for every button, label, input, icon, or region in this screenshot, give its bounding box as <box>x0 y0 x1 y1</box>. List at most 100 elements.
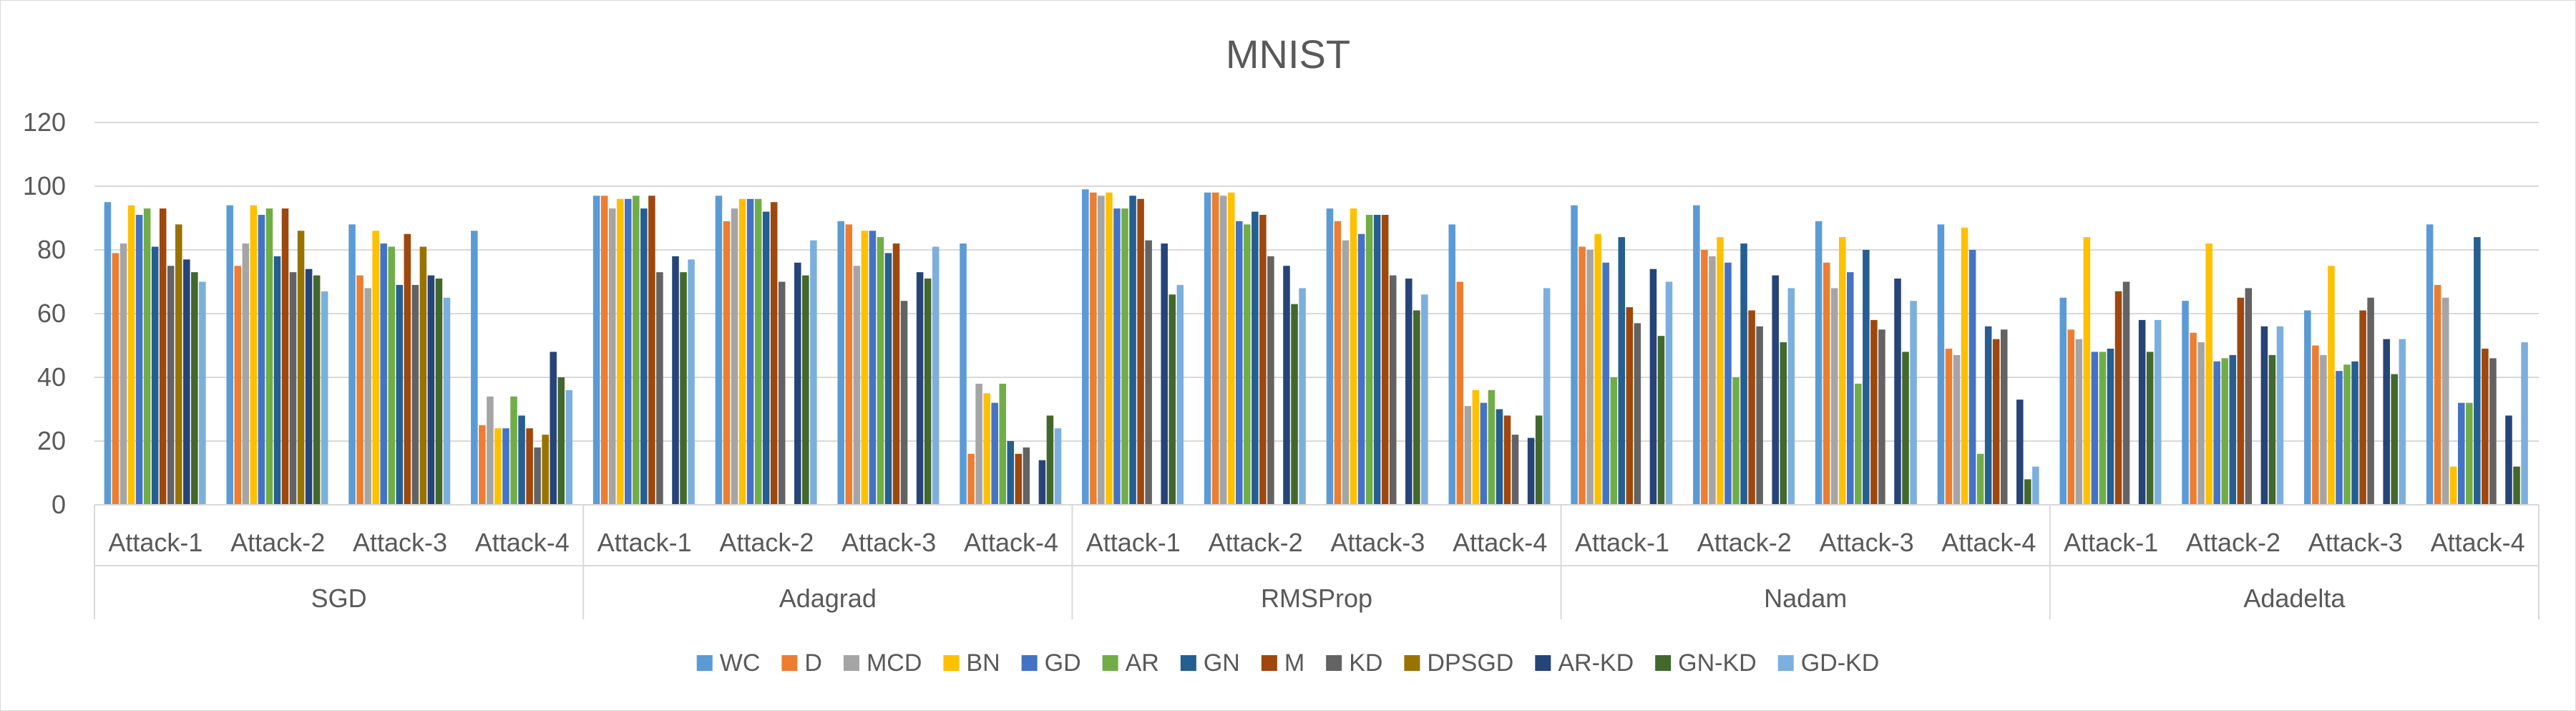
bar-adagrad-attack-2-ar <box>754 198 762 505</box>
bar-adadelta-attack-3-ar-kd <box>2383 339 2390 505</box>
bar-adadelta-attack-1-kd <box>2122 281 2130 505</box>
bar-adagrad-attack-1-gd-kd <box>688 259 695 505</box>
bar-adadelta-attack-2-gn <box>2229 354 2237 505</box>
bar-nadam-attack-4-d <box>1945 348 1953 505</box>
legend-item: KD <box>1326 649 1382 677</box>
x-category-label: Attack-2 <box>719 528 814 557</box>
bar-adagrad-attack-1-gd <box>625 198 632 505</box>
bar-adadelta-attack-4-m <box>2482 348 2489 505</box>
legend-item: GD <box>1021 649 1081 677</box>
bar-adagrad-attack-3-kd <box>900 301 908 505</box>
x-group-label: Adadelta <box>2243 584 2346 613</box>
bar-sgd-attack-1-gd-kd <box>199 281 206 505</box>
bar-sgd-attack-3-bn <box>372 231 379 505</box>
bar-sgd-attack-4-m <box>526 428 533 505</box>
bar-adadelta-attack-2-gd-kd <box>2276 326 2284 505</box>
legend-label: GN-KD <box>1678 649 1757 677</box>
bar-rmsprop-attack-3-gn-kd <box>1413 310 1420 505</box>
legend-item: AR <box>1102 649 1159 677</box>
bar-rmsprop-attack-2-gd-kd <box>1299 288 1306 505</box>
bar-nadam-attack-4-gn-kd <box>2024 479 2031 505</box>
bar-sgd-attack-3-d <box>356 275 364 505</box>
bar-rmsprop-attack-2-d <box>1211 192 1219 505</box>
bar-adadelta-attack-3-ar <box>2343 364 2351 505</box>
bar-sgd-attack-2-gd-kd <box>321 291 328 505</box>
x-category-label: Attack-1 <box>2064 528 2158 557</box>
bar-sgd-attack-4-bn <box>494 428 502 505</box>
bar-nadam-attack-2-kd <box>1756 326 1763 505</box>
bar-adadelta-attack-3-m <box>2359 310 2366 505</box>
bar-adadelta-attack-3-gd <box>2336 371 2343 505</box>
legend-item: GN <box>1180 649 1240 677</box>
legend-swatch <box>1404 655 1420 671</box>
bar-rmsprop-attack-4-mcd <box>1464 406 1472 505</box>
legend-label: M <box>1284 649 1304 677</box>
bar-sgd-attack-4-gd-kd <box>565 390 573 505</box>
bar-adagrad-attack-4-gd <box>991 402 998 505</box>
bar-nadam-attack-2-mcd <box>1709 256 1716 505</box>
bar-adagrad-attack-2-gd-kd <box>810 240 817 505</box>
bar-adagrad-attack-2-d <box>723 221 731 505</box>
bar-adagrad-attack-1-ar-kd <box>672 256 679 505</box>
bar-nadam-attack-4-ar <box>1976 453 1984 505</box>
bar-rmsprop-attack-3-d <box>1334 221 1342 505</box>
bar-adagrad-attack-1-mcd <box>608 208 616 505</box>
bar-nadam-attack-1-gn-kd <box>1657 336 1665 505</box>
bar-rmsprop-attack-1-ar <box>1121 208 1128 505</box>
bar-sgd-attack-2-wc <box>226 205 233 505</box>
bar-nadam-attack-1-ar <box>1610 377 1617 505</box>
bar-adadelta-attack-1-bn <box>2083 237 2091 505</box>
x-category-label: Attack-3 <box>2308 528 2403 557</box>
bar-adagrad-attack-4-mcd <box>975 383 982 505</box>
legend-label: D <box>804 649 822 677</box>
bar-adagrad-attack-3-m <box>892 243 900 505</box>
bar-sgd-attack-2-gn <box>273 256 281 505</box>
bar-adadelta-attack-1-gd-kd <box>2154 319 2162 505</box>
bar-rmsprop-attack-1-gd <box>1113 208 1121 505</box>
bar-sgd-attack-1-kd <box>167 266 175 505</box>
bar-sgd-attack-1-bn <box>127 205 135 505</box>
bar-nadam-attack-4-mcd <box>1953 354 1961 505</box>
y-axis: 0 20 40 60 80 100 120 <box>23 107 66 519</box>
bar-rmsprop-attack-2-m <box>1259 215 1267 505</box>
bar-sgd-attack-1-gn-kd <box>191 272 198 505</box>
x-category-label: Attack-3 <box>1330 528 1425 557</box>
bar-nadam-attack-4-gd <box>1968 250 1976 505</box>
y-tick-label: 0 <box>52 490 66 519</box>
legend-label: AR <box>1126 649 1159 677</box>
legend-swatch <box>1102 655 1118 671</box>
bar-adagrad-attack-4-bn <box>983 393 990 505</box>
bar-adagrad-attack-3-gd-kd <box>932 246 940 505</box>
x-group-label: Nadam <box>1764 584 1847 613</box>
bar-rmsprop-attack-4-gd-kd <box>1543 288 1551 505</box>
bar-nadam-attack-1-gd <box>1602 262 1609 505</box>
bar-nadam-attack-2-gd-kd <box>1787 288 1795 505</box>
x-category-label: Attack-1 <box>1086 528 1181 557</box>
bar-adagrad-attack-3-ar <box>877 237 884 505</box>
y-tick-label: 100 <box>23 171 66 200</box>
bar-adagrad-attack-4-gd-kd <box>1054 428 1062 505</box>
y-tick-label: 120 <box>23 107 66 137</box>
bar-nadam-attack-4-kd <box>2000 329 2008 505</box>
legend-swatch <box>1777 655 1794 671</box>
bar-adadelta-attack-4-ar-kd <box>2505 415 2512 505</box>
bar-nadam-attack-2-d <box>1701 250 1708 505</box>
bar-rmsprop-attack-1-kd <box>1145 240 1152 505</box>
bar-rmsprop-attack-4-bn <box>1472 390 1480 505</box>
bar-sgd-attack-2-ar-kd <box>305 269 313 505</box>
bar-nadam-attack-3-ar <box>1855 383 1862 505</box>
x-category-label: Attack-4 <box>964 528 1058 557</box>
bar-adadelta-attack-2-mcd <box>2197 342 2205 505</box>
x-category-label: Attack-3 <box>841 528 936 557</box>
legend-label: KD <box>1349 649 1382 677</box>
legend: WC D MCD BN GD AR GN M KD DPSGD AR-KD GN-KD GD-KD <box>696 649 1879 677</box>
bar-sgd-attack-2-dpsgd <box>297 231 305 505</box>
bar-adadelta-attack-1-ar <box>2099 352 2107 505</box>
legend-swatch <box>696 655 713 671</box>
bar-nadam-attack-1-kd <box>1634 323 1641 505</box>
bar-adagrad-attack-2-mcd <box>731 208 738 505</box>
bar-adadelta-attack-1-wc <box>2059 297 2067 505</box>
bar-adadelta-attack-1-gn <box>2107 348 2114 505</box>
x-category-label: Attack-3 <box>1820 528 1914 557</box>
bar-adagrad-attack-1-m <box>648 195 655 505</box>
